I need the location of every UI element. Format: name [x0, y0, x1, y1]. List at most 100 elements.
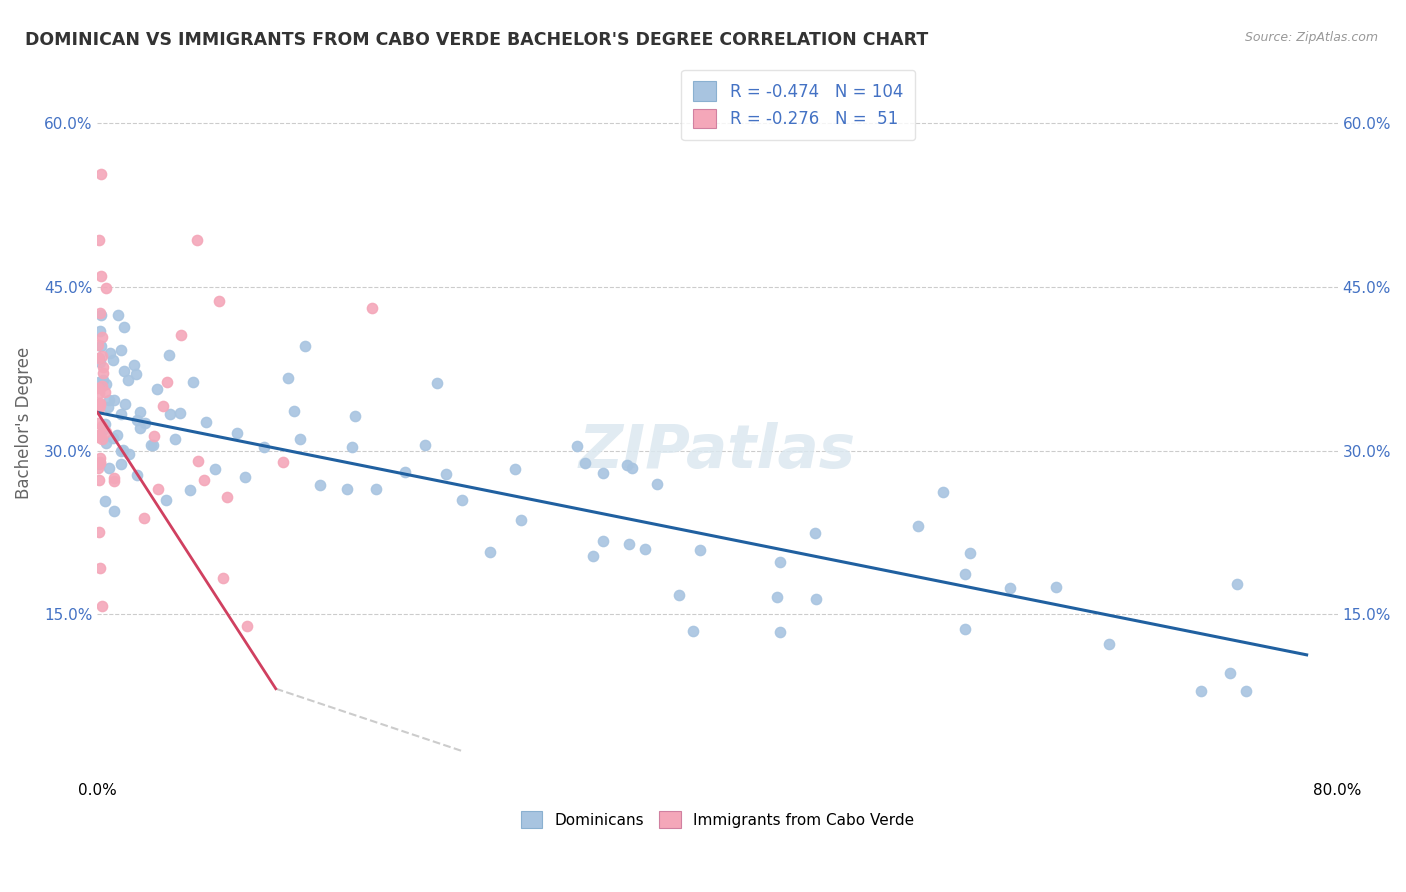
Point [503, 461, 526, 475]
Point [413, 438, 436, 452]
Point [103, 352, 125, 367]
Point [194, 415, 217, 429]
Point [89, 561, 111, 575]
Point [94, 417, 117, 431]
Point [212, 571, 235, 585]
Point [91, 330, 114, 344]
Point [98, 345, 121, 359]
Point [89, 324, 111, 338]
Point [668, 588, 690, 602]
Point [426, 376, 449, 391]
Point [159, 407, 181, 421]
Point [170, 328, 193, 343]
Point [186, 233, 208, 247]
Point [955, 567, 977, 582]
Point [89, 455, 111, 469]
Point [271, 455, 294, 469]
Point [87, 416, 110, 430]
Point [89, 396, 111, 410]
Point [204, 461, 226, 475]
Point [134, 416, 156, 430]
Point [163, 432, 186, 446]
Point [634, 542, 657, 557]
Point [90, 168, 112, 182]
Point [141, 438, 163, 452]
Point [127, 468, 149, 483]
Point [89, 429, 111, 443]
Point [90, 339, 112, 353]
Point [225, 426, 247, 441]
Point [157, 348, 180, 362]
Text: DOMINICAN VS IMMIGRANTS FROM CABO VERDE BACHELOR'S DEGREE CORRELATION CHART: DOMINICAN VS IMMIGRANTS FROM CABO VERDE … [25, 31, 928, 49]
Point [87, 430, 110, 444]
Point [1226, 577, 1249, 591]
Point [94, 435, 117, 450]
Point [146, 482, 169, 496]
Point [343, 409, 366, 423]
Point [1045, 581, 1067, 595]
Point [89, 456, 111, 470]
Point [118, 447, 141, 461]
Point [110, 443, 132, 458]
Point [907, 519, 929, 533]
Point [621, 460, 644, 475]
Point [215, 490, 238, 504]
Point [156, 375, 179, 389]
Point [90, 268, 112, 283]
Point [574, 456, 596, 470]
Point [90, 419, 112, 434]
Point [87, 381, 110, 395]
Point [478, 544, 501, 558]
Point [122, 358, 145, 372]
Point [87, 351, 110, 365]
Point [141, 438, 163, 452]
Point [235, 619, 257, 633]
Point [959, 546, 981, 560]
Point [768, 555, 790, 569]
Point [283, 403, 305, 417]
Point [107, 308, 129, 322]
Point [582, 549, 605, 563]
Point [110, 407, 132, 421]
Point [1098, 637, 1121, 651]
Point [97, 460, 120, 475]
Point [647, 476, 669, 491]
Point [91, 599, 114, 614]
Point [91, 349, 114, 363]
Point [689, 543, 711, 558]
Point [90, 379, 112, 393]
Point [806, 592, 828, 607]
Point [89, 450, 111, 465]
Point [294, 338, 316, 352]
Point [112, 320, 135, 334]
Point [87, 397, 110, 411]
Text: Source: ZipAtlas.com: Source: ZipAtlas.com [1244, 31, 1378, 45]
Point [253, 440, 276, 454]
Point [87, 337, 110, 351]
Point [110, 343, 132, 357]
Y-axis label: Bachelor's Degree: Bachelor's Degree [15, 347, 32, 500]
Point [617, 537, 640, 551]
Point [124, 368, 146, 382]
Point [87, 457, 110, 471]
Point [394, 465, 416, 479]
Point [766, 590, 789, 604]
Point [129, 405, 152, 419]
Point [112, 364, 135, 378]
Point [89, 428, 111, 442]
Point [89, 398, 111, 412]
Point [103, 393, 125, 408]
Point [361, 301, 384, 316]
Point [94, 425, 117, 439]
Point [509, 513, 531, 527]
Point [98, 392, 121, 407]
Point [592, 466, 614, 480]
Point [91, 373, 114, 387]
Text: ZIPatlas: ZIPatlas [579, 422, 856, 482]
Point [89, 473, 111, 487]
Point [1219, 666, 1241, 681]
Point [955, 622, 977, 636]
Point [152, 399, 174, 413]
Point [1189, 684, 1212, 698]
Point [233, 470, 256, 484]
